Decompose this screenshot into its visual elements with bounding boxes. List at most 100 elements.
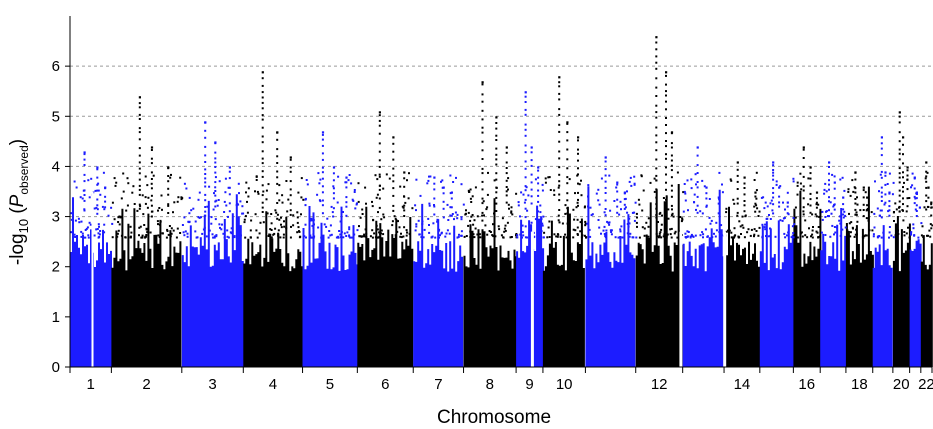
snp-point	[214, 157, 217, 160]
snp-point	[828, 215, 830, 218]
snp-point	[906, 178, 909, 181]
snp-point	[236, 236, 239, 239]
snp-point	[665, 157, 667, 160]
snp-point	[80, 230, 83, 233]
snp-point	[880, 209, 883, 212]
snp-point	[892, 236, 895, 239]
snp-point	[316, 193, 319, 196]
snp-point	[214, 151, 217, 154]
snp-point	[576, 226, 579, 229]
snp-point	[662, 235, 665, 238]
snp-peak	[616, 181, 619, 184]
snp-point	[414, 229, 417, 232]
snp-point	[815, 215, 818, 218]
snp-point	[796, 193, 799, 196]
snp-point	[733, 202, 736, 205]
snp-point	[317, 226, 320, 229]
snp-point	[530, 202, 533, 205]
snp-point	[616, 198, 619, 201]
snp-point	[75, 186, 78, 189]
snp-point	[262, 190, 265, 193]
snp-point	[579, 221, 582, 224]
snp-point	[450, 214, 453, 217]
snp-point	[214, 176, 217, 179]
snp-point	[619, 200, 622, 203]
snp-point	[682, 191, 685, 194]
snp-point	[150, 178, 153, 180]
snp-point	[600, 232, 602, 235]
snp-point	[794, 216, 797, 219]
snp-point	[566, 182, 569, 185]
snp-point	[834, 231, 837, 234]
snp-point	[558, 209, 561, 211]
snp-point	[150, 157, 153, 160]
snp-point	[548, 220, 551, 223]
snp-point	[628, 180, 631, 183]
snp-point	[332, 179, 335, 182]
snp-point	[204, 181, 207, 184]
snp-point	[898, 152, 901, 155]
snp-point	[296, 231, 299, 234]
snp-point	[888, 214, 891, 217]
snp-point	[558, 113, 561, 116]
snp-point	[566, 158, 569, 161]
snp-point	[70, 218, 73, 221]
snp-point	[604, 168, 607, 171]
snp-point	[540, 230, 543, 233]
snp-point	[181, 224, 184, 226]
snp-point	[655, 149, 658, 152]
snp-point	[692, 235, 695, 238]
snp-point	[851, 226, 854, 229]
snp-point	[736, 202, 739, 205]
snp-point	[786, 234, 788, 237]
snp-point	[468, 190, 471, 193]
snp-point	[747, 228, 750, 231]
snp-point	[378, 119, 381, 122]
snp-point	[280, 226, 283, 229]
snp-point	[665, 166, 667, 169]
snp-point	[236, 229, 239, 232]
snp-point	[129, 225, 132, 228]
snp-point	[898, 131, 901, 134]
snp-point	[718, 198, 721, 201]
snp-point	[791, 225, 794, 228]
snp-point	[421, 223, 424, 226]
snp-point	[647, 225, 650, 228]
snp-point	[817, 236, 820, 239]
snp-point	[356, 229, 359, 232]
snp-point	[577, 148, 579, 151]
snp-point	[83, 173, 86, 176]
snp-point	[481, 140, 484, 143]
snp-point	[138, 167, 141, 170]
snp-point	[214, 205, 217, 208]
snp-point	[908, 197, 911, 199]
snp-point	[245, 181, 248, 184]
snp-point	[755, 171, 758, 174]
snp-point	[893, 211, 895, 213]
snp-point	[524, 176, 527, 179]
snp-point	[655, 196, 658, 199]
snp-point	[150, 162, 153, 165]
snp-point	[792, 180, 795, 183]
snp-point	[817, 203, 820, 206]
snp-point	[669, 228, 672, 231]
snp-point	[393, 215, 396, 218]
snp-point	[392, 167, 395, 170]
snp-point	[321, 204, 324, 207]
snp-point	[670, 142, 673, 145]
snp-point	[818, 215, 821, 218]
snp-point	[329, 234, 332, 237]
snp-point	[180, 196, 183, 199]
snp-point	[147, 196, 150, 199]
snp-point	[94, 189, 97, 192]
snp-point	[888, 200, 891, 203]
snp-point	[906, 174, 909, 177]
snp-point	[510, 211, 513, 214]
snp-point	[495, 134, 498, 137]
snp-point	[854, 178, 857, 181]
snp-point	[655, 104, 658, 107]
snp-point	[276, 155, 279, 158]
snp-point	[524, 216, 527, 219]
snp-point	[223, 236, 226, 239]
snp-point	[117, 229, 120, 232]
